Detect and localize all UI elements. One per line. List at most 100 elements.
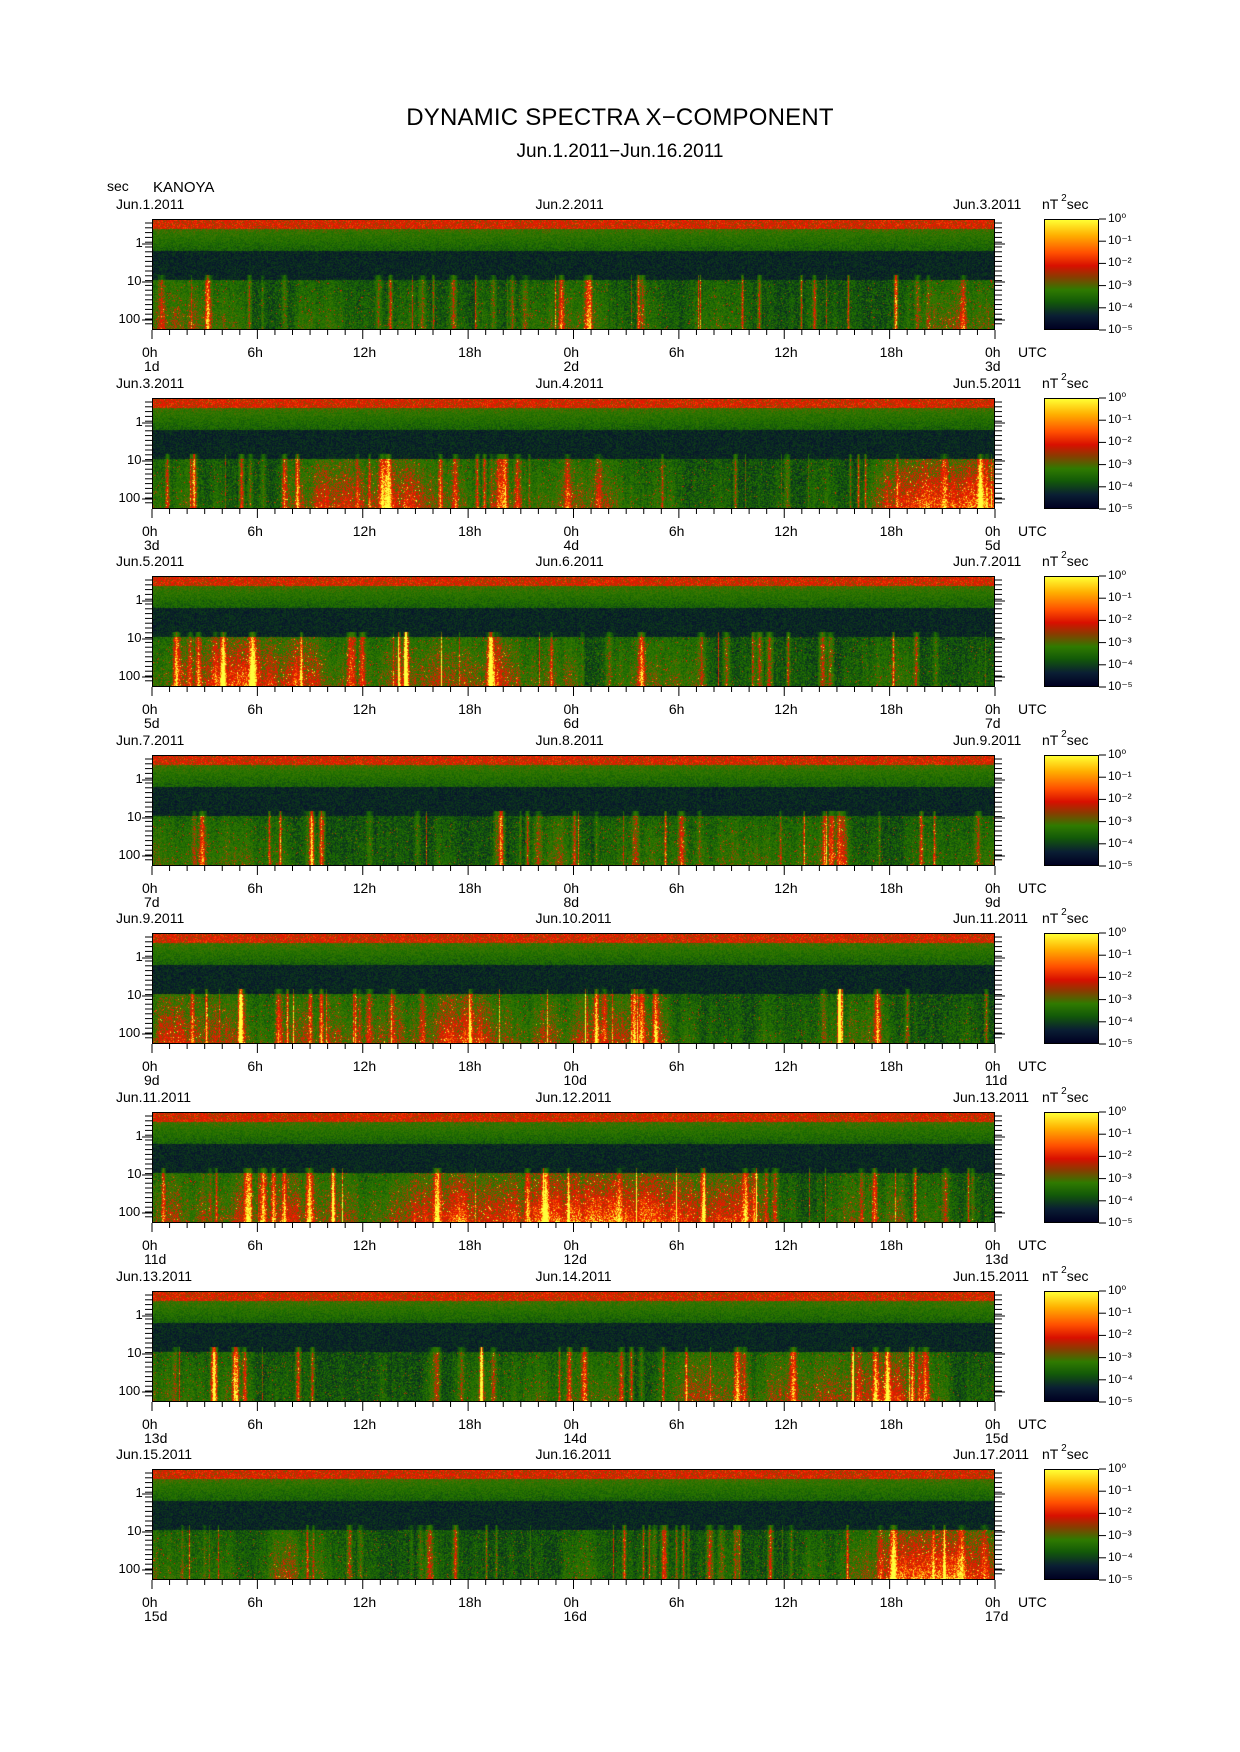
x-tick-label: 0h bbox=[142, 880, 158, 896]
y-tick-label: 100 bbox=[118, 490, 141, 505]
colorbar-tick-label: 10⁻³ bbox=[1108, 991, 1132, 1006]
y-tick-label: 100 bbox=[118, 311, 141, 326]
panel-end-date: Jun.17.2011 bbox=[953, 1446, 1030, 1462]
colorbar bbox=[1044, 398, 1099, 509]
y-tick-label: 100 bbox=[118, 668, 141, 683]
colorbar-tick-label: 10⁻³ bbox=[1108, 277, 1132, 292]
x-tick-label: 18h bbox=[879, 1058, 903, 1074]
utc-label: UTC bbox=[1018, 1058, 1047, 1074]
y-tick-label: 100 bbox=[118, 1025, 141, 1040]
x-tick-label: 12h bbox=[352, 1237, 377, 1253]
x-tick-label: 6h bbox=[247, 523, 263, 539]
colorbar-tick-label: 10⁻⁴ bbox=[1108, 656, 1133, 671]
panel-mid-date: Jun.12.2011 bbox=[535, 1089, 612, 1105]
x-tick-label: 18h bbox=[458, 1594, 482, 1610]
day-end-label: 3d bbox=[985, 358, 1001, 374]
day-start-label: 11d bbox=[144, 1251, 167, 1267]
spectrogram-image bbox=[153, 934, 994, 1043]
x-tick-label: 18h bbox=[879, 701, 903, 717]
utc-label: UTC bbox=[1018, 344, 1047, 360]
x-tick-label: 0h bbox=[985, 344, 1001, 360]
panel-start-date: Jun.11.2011 bbox=[116, 1089, 191, 1105]
x-tick-label: 18h bbox=[458, 1416, 482, 1432]
panel-end-date: Jun.15.2011 bbox=[953, 1268, 1030, 1284]
colorbar-tick-label: 10⁻² bbox=[1108, 612, 1132, 627]
day-mid-label: 10d bbox=[563, 1072, 587, 1088]
x-tick-label: 12h bbox=[774, 1058, 798, 1074]
spectrogram-image bbox=[153, 399, 994, 508]
spectrogram-panel bbox=[152, 1469, 995, 1580]
spectrogram-image bbox=[153, 1292, 994, 1401]
x-tick-label: 6h bbox=[668, 344, 685, 360]
x-tick-label: 18h bbox=[458, 523, 482, 539]
y-tick-label: 1 bbox=[135, 235, 143, 250]
colorbar-tick-label: 10⁻⁴ bbox=[1108, 1371, 1133, 1386]
x-tick-label: 0h bbox=[142, 1237, 158, 1253]
day-end-label: 13d bbox=[985, 1251, 1009, 1267]
colorbar-tick-label: 10⁻⁵ bbox=[1108, 1394, 1133, 1408]
x-tick-label: 12h bbox=[774, 1416, 798, 1432]
day-end-label: 7d bbox=[985, 715, 1001, 731]
colorbar-tick-label: 10⁻¹ bbox=[1108, 1126, 1132, 1141]
colorbar bbox=[1044, 219, 1099, 330]
panel-start-date: Jun.15.2011 bbox=[116, 1446, 193, 1462]
x-tick-label: 18h bbox=[879, 523, 903, 539]
x-tick-label: 18h bbox=[879, 344, 903, 360]
colorbar-tick-label: 10⁻⁴ bbox=[1108, 1549, 1133, 1564]
x-tick-label: 0h bbox=[563, 1237, 580, 1253]
spectrogram-image bbox=[153, 1470, 994, 1579]
panel-mid-date: Jun.10.2011 bbox=[535, 910, 612, 926]
x-tick-label: 18h bbox=[458, 344, 482, 360]
panel-start-date: Jun.1.2011 bbox=[116, 196, 185, 212]
colorbar-tick-label: 10⁻³ bbox=[1108, 634, 1132, 649]
y-tick-label: 100 bbox=[118, 1383, 141, 1398]
x-tick-label: 0h bbox=[985, 1237, 1001, 1253]
x-tick-label: 0h bbox=[563, 344, 580, 360]
colorbar-tick-label: 10⁻² bbox=[1108, 434, 1132, 449]
colorbar-tick-label: 10⁻⁴ bbox=[1108, 835, 1133, 850]
y-tick-label: 10 bbox=[127, 452, 142, 467]
day-mid-label: 8d bbox=[563, 894, 580, 910]
day-end-label: 15d bbox=[985, 1430, 1009, 1446]
colorbar-tick-label: 10⁻¹ bbox=[1108, 412, 1132, 427]
colorbar-unit: nT 2sec bbox=[1042, 1265, 1089, 1284]
panel-mid-date: Jun.14.2011 bbox=[535, 1268, 612, 1284]
colorbar bbox=[1044, 755, 1099, 866]
y-tick-label: 10 bbox=[127, 1166, 142, 1181]
utc-label: UTC bbox=[1018, 880, 1047, 896]
day-mid-label: 4d bbox=[563, 537, 580, 553]
y-tick-label: 1 bbox=[135, 414, 143, 429]
panel-mid-date: Jun.4.2011 bbox=[535, 375, 604, 391]
day-start-label: 7d bbox=[144, 894, 160, 910]
y-tick-label: 1 bbox=[135, 771, 143, 786]
y-tick-label: 100 bbox=[118, 1561, 141, 1576]
y-tick-label: 10 bbox=[127, 1345, 142, 1360]
utc-label: UTC bbox=[1018, 1416, 1047, 1432]
colorbar-tick-label: 10⁻⁴ bbox=[1108, 1192, 1133, 1207]
colorbar-tick-label: 10⁻⁵ bbox=[1108, 501, 1133, 515]
x-tick-label: 12h bbox=[774, 1237, 798, 1253]
y-unit-label: sec bbox=[107, 178, 129, 194]
day-end-label: 11d bbox=[985, 1072, 1008, 1088]
x-tick-label: 0h bbox=[142, 344, 158, 360]
x-tick-label: 12h bbox=[774, 1594, 798, 1610]
colorbar-tick-label: 10⁰ bbox=[1108, 390, 1127, 404]
colorbar-tick-label: 10⁻² bbox=[1108, 791, 1132, 806]
colorbar-unit: nT 2sec bbox=[1042, 907, 1089, 926]
x-tick-label: 6h bbox=[247, 1058, 263, 1074]
station-label: KANOYA bbox=[153, 179, 215, 196]
colorbar-tick-label: 10⁻³ bbox=[1108, 456, 1132, 471]
x-tick-label: 6h bbox=[247, 344, 263, 360]
day-mid-label: 2d bbox=[563, 358, 580, 374]
x-tick-label: 6h bbox=[668, 1594, 685, 1610]
colorbar-tick-label: 10⁻³ bbox=[1108, 1170, 1132, 1185]
day-start-label: 9d bbox=[144, 1072, 160, 1088]
x-tick-label: 6h bbox=[668, 880, 685, 896]
x-tick-label: 0h bbox=[985, 880, 1001, 896]
x-tick-label: 6h bbox=[247, 1416, 263, 1432]
x-tick-label: 6h bbox=[247, 701, 263, 717]
colorbar-tick-label: 10⁰ bbox=[1108, 925, 1127, 939]
x-tick-label: 0h bbox=[985, 1058, 1001, 1074]
x-tick-label: 0h bbox=[142, 1416, 158, 1432]
panel-mid-date: Jun.8.2011 bbox=[535, 732, 604, 748]
